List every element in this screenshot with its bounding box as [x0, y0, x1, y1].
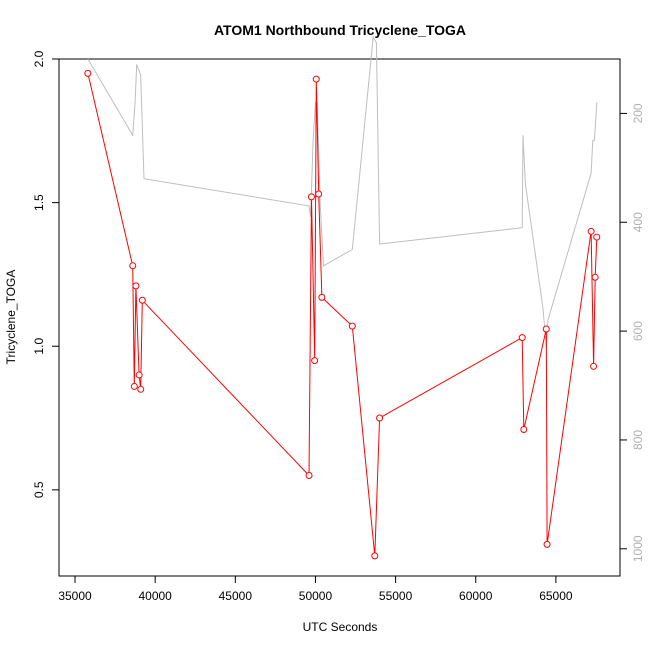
- x-tick-label: 45000: [219, 589, 253, 603]
- y-tick-label: 1.0: [32, 338, 46, 355]
- y-tick-label: 1.5: [32, 194, 46, 211]
- data-point: [129, 262, 137, 270]
- data-point: [318, 293, 326, 301]
- y2-tick-label: 1000: [631, 535, 645, 562]
- data-point: [135, 371, 143, 379]
- primary-series: [84, 69, 601, 560]
- y2-tick-label: 400: [631, 212, 645, 232]
- data-point: [590, 362, 598, 370]
- data-point: [305, 471, 313, 479]
- y-tick-label: 0.5: [32, 481, 46, 498]
- secondary-y-axis: 200 400 600 800 1000: [620, 103, 645, 562]
- secondary-series-line: [87, 35, 598, 348]
- x-tick-label: 50000: [299, 589, 333, 603]
- chart-title: ATOM1 Northbound Tricyclene_TOGA: [214, 22, 466, 38]
- data-point: [311, 357, 319, 365]
- data-point: [518, 334, 526, 342]
- data-point: [315, 190, 323, 198]
- data-point: [137, 385, 145, 393]
- y2-tick-label: 200: [631, 103, 645, 123]
- data-point: [593, 233, 601, 241]
- x-axis: 35000 40000 45000 50000 55000 60000 65000: [58, 576, 573, 603]
- x-tick-label: 35000: [58, 589, 92, 603]
- plot-frame: [58, 58, 621, 577]
- y2-tick-label: 800: [631, 430, 645, 450]
- data-point: [138, 296, 146, 304]
- data-point: [587, 227, 595, 235]
- data-point: [542, 325, 550, 333]
- x-tick-label: 40000: [138, 589, 172, 603]
- x-axis-label: UTC Seconds: [303, 620, 378, 634]
- y-tick-label: 2.0: [32, 50, 46, 67]
- data-point: [132, 282, 140, 290]
- data-point: [348, 322, 356, 330]
- data-point: [130, 382, 138, 390]
- data-point: [312, 75, 320, 83]
- secondary-series: [87, 35, 598, 348]
- x-tick-label: 60000: [459, 589, 493, 603]
- data-point: [591, 273, 599, 281]
- y-axis-label: Tricyclene_TOGA: [4, 270, 18, 365]
- data-point: [520, 426, 528, 434]
- x-tick-label: 55000: [379, 589, 413, 603]
- y2-tick-label: 600: [631, 321, 645, 341]
- data-point: [371, 552, 379, 560]
- data-point: [376, 414, 384, 422]
- data-point: [307, 193, 315, 201]
- data-point: [543, 540, 551, 548]
- x-tick-label: 65000: [539, 589, 573, 603]
- data-point: [84, 69, 92, 77]
- y-axis: 0.5 1.0 1.5 2.0: [32, 50, 59, 498]
- primary-series-line: [87, 73, 598, 556]
